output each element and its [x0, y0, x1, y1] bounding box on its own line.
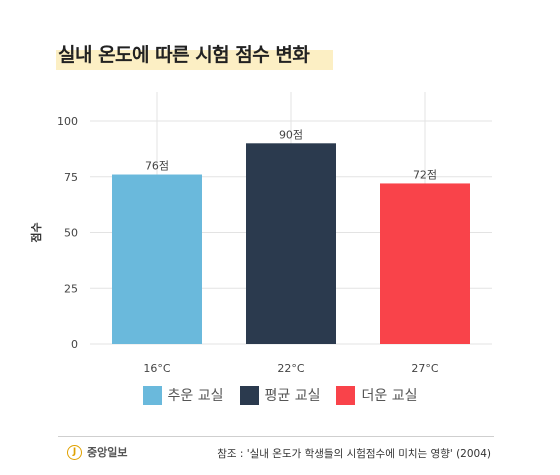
legend-item-cold: 추운 교실	[142, 385, 224, 405]
bar	[112, 174, 202, 344]
y-tick-label: 50	[64, 227, 78, 240]
logo-text: 중앙일보	[87, 446, 128, 459]
legend-swatch-hot	[336, 385, 356, 405]
bar	[380, 183, 470, 344]
legend-swatch-cold	[142, 385, 162, 405]
y-axis-label: 점수	[29, 222, 43, 242]
publisher-logo[interactable]: J 중앙일보	[67, 444, 127, 460]
y-tick-label: 75	[64, 171, 78, 184]
title-block: 실내 온도에 따른 시험 점수 변화	[56, 40, 333, 70]
x-tick-label: 16°C	[143, 362, 170, 375]
bar-value-label: 90점	[279, 128, 303, 141]
legend: 추운 교실 평균 교실 더운 교실	[0, 385, 560, 405]
x-tick-label: 27°C	[411, 362, 438, 375]
bar-value-label: 76점	[145, 160, 169, 173]
y-tick-label: 25	[64, 282, 78, 295]
bar-chart: 0 25 50 75 100 76점 16°C 90점 22°C 72점 27°C 점수	[29, 92, 492, 375]
legend-label-average: 평균 교실	[264, 388, 321, 404]
bar	[246, 143, 336, 344]
legend-label-hot: 더운 교실	[361, 388, 418, 404]
legend-item-hot: 더운 교실	[336, 385, 417, 405]
source-note: 참조 : '실내 온도가 학생들의 시험점수에 미치는 영향' (2004)	[217, 448, 491, 460]
x-tick-label: 22°C	[277, 362, 304, 375]
chart-title: 실내 온도에 따른 시험 점수 변화	[58, 44, 310, 66]
legend-item-average: 평균 교실	[239, 385, 321, 405]
y-tick-label: 0	[71, 338, 78, 351]
footer-divider	[58, 436, 494, 437]
y-tick-label: 100	[57, 115, 78, 128]
legend-label-cold: 추운 교실	[167, 388, 224, 404]
legend-swatch-average	[239, 385, 259, 405]
logo-icon: J	[67, 444, 82, 460]
bar-value-label: 72점	[413, 168, 437, 181]
title-highlight	[56, 50, 333, 70]
